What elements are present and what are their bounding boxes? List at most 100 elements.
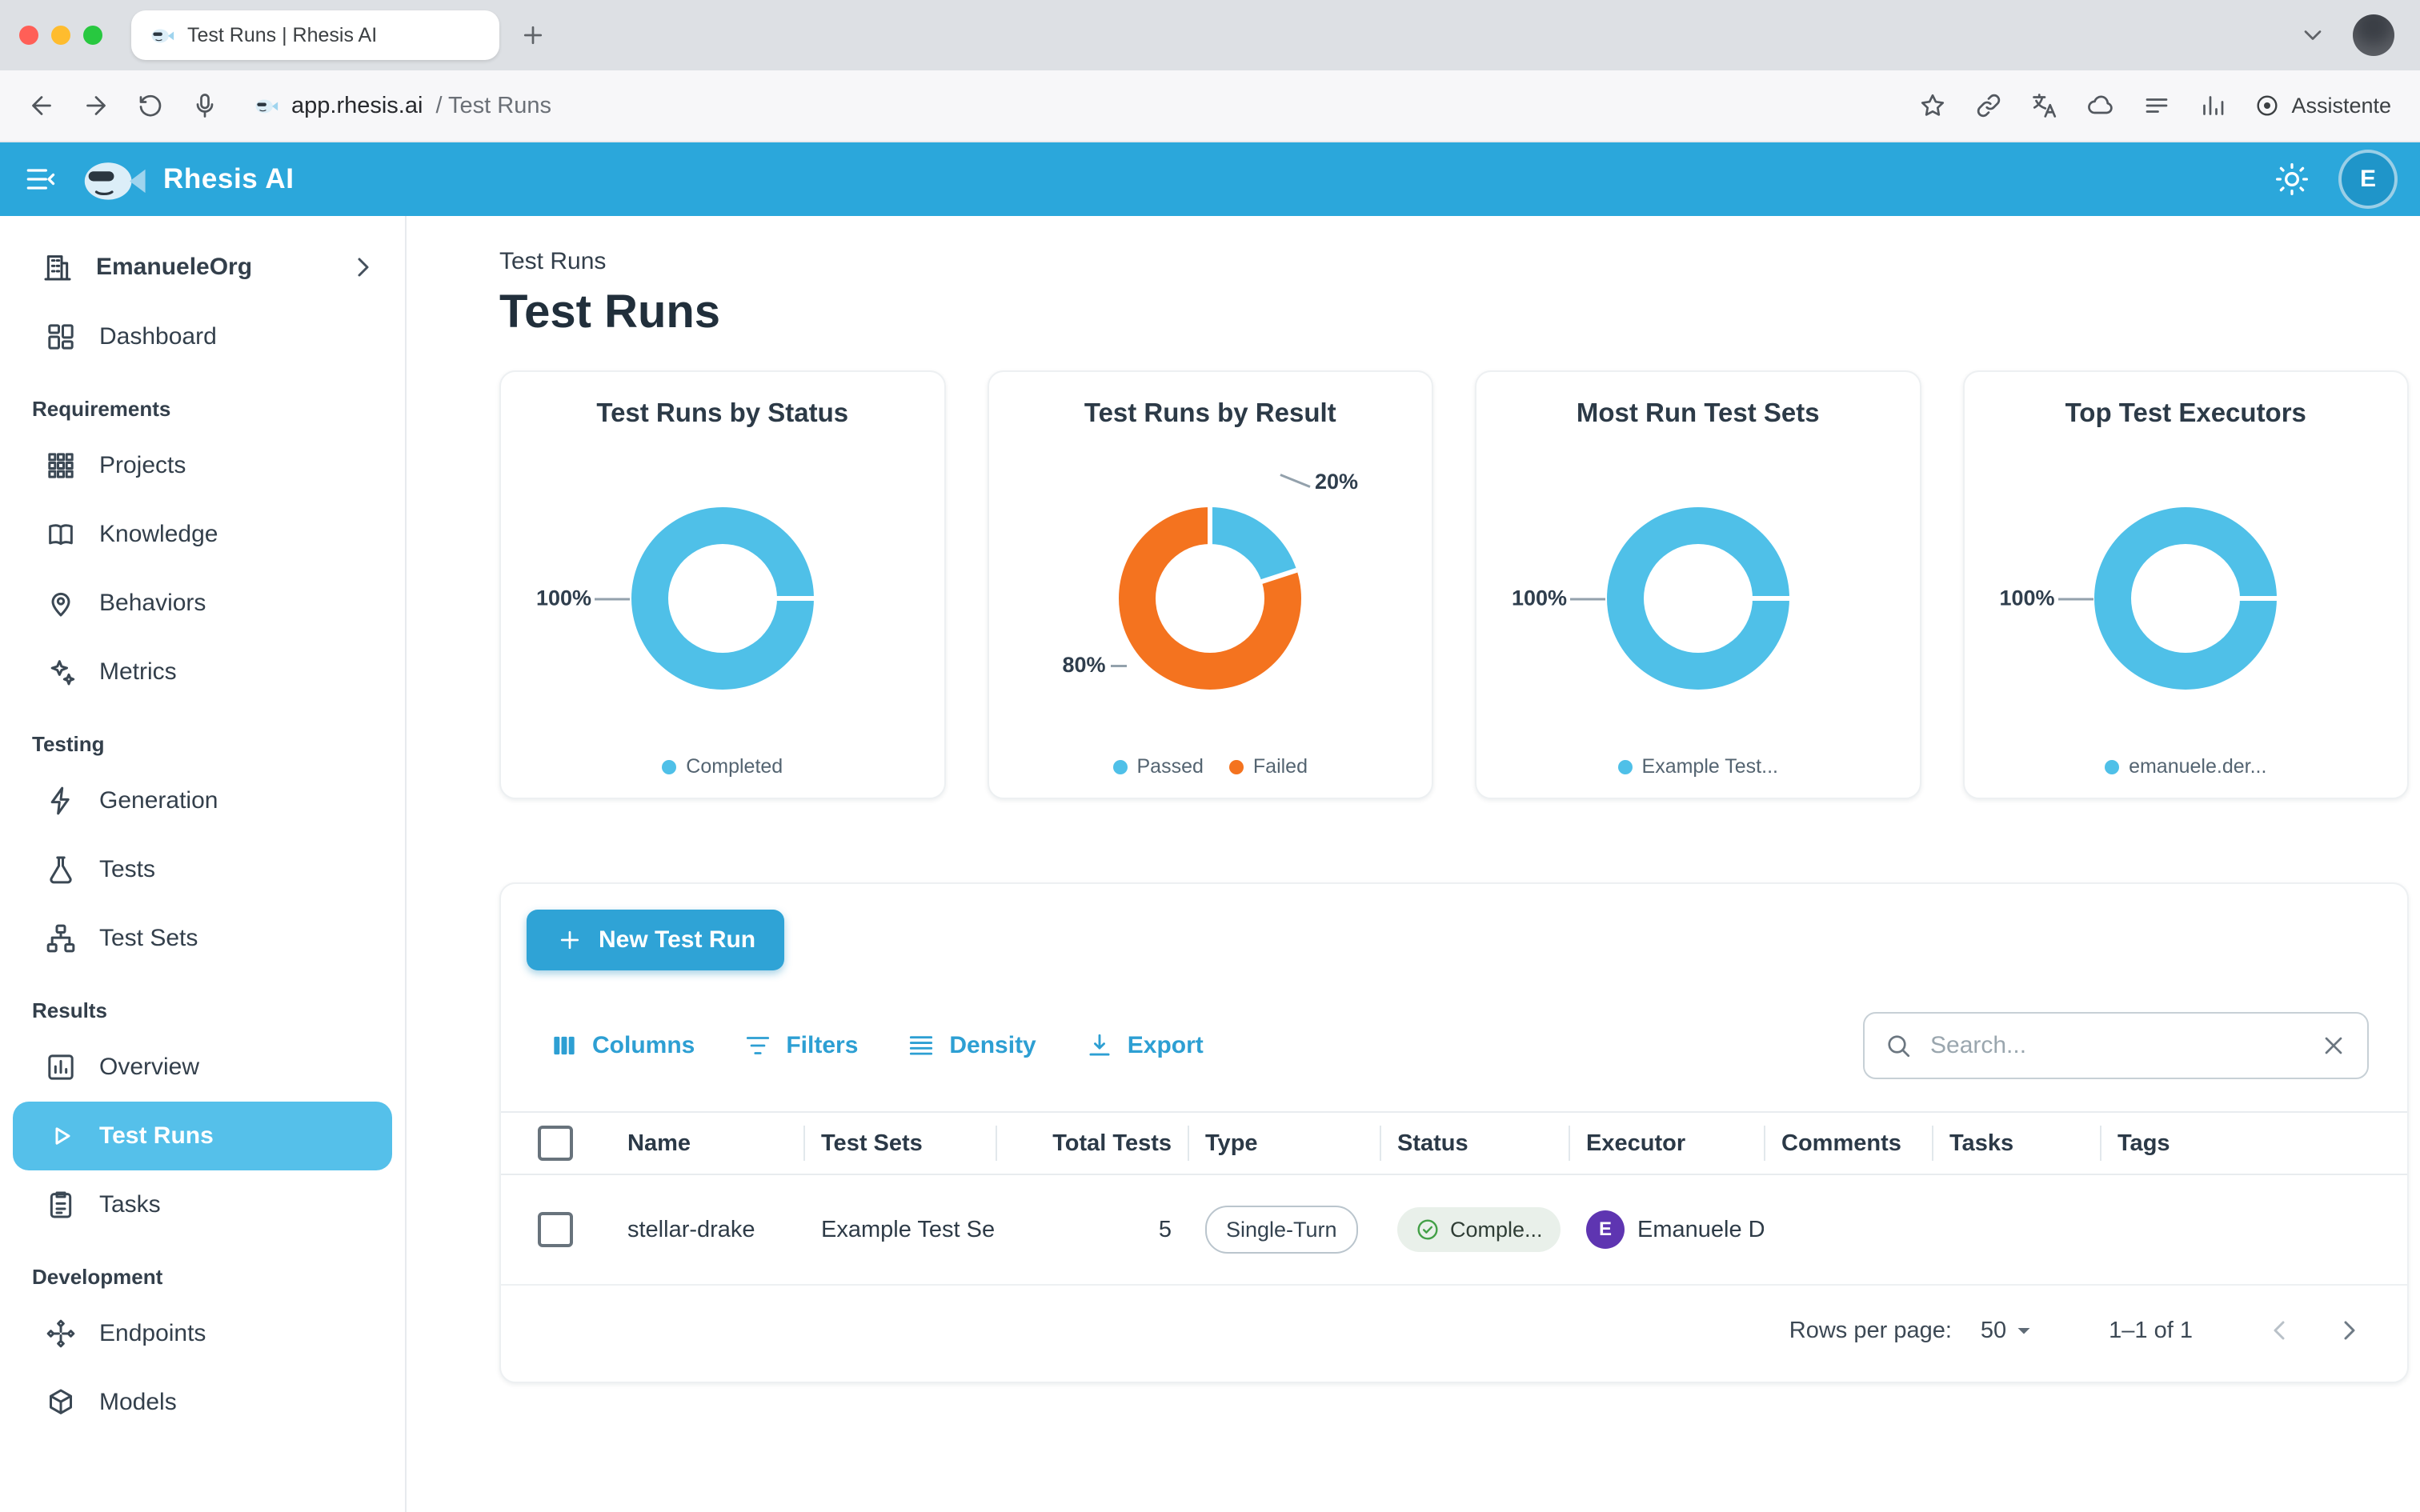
share-link-icon[interactable]: [1974, 91, 2003, 120]
row-checkbox[interactable]: [538, 1212, 573, 1247]
search-box: [1863, 1012, 2369, 1079]
legend-dot: [1617, 759, 1633, 774]
chart-cards: Test Runs by Status 100% Completed Test Run…: [499, 370, 2409, 799]
column-header-comments[interactable]: Comments: [1764, 1113, 1932, 1174]
legend-item: Failed: [1228, 755, 1308, 778]
knowledge-icon: [45, 518, 77, 550]
status-chip[interactable]: Comple...: [1397, 1207, 1561, 1252]
legend-dot: [1112, 759, 1128, 774]
sidebar-item-label: Behaviors: [99, 590, 206, 616]
sidebar-section-label: Development: [32, 1265, 163, 1289]
site-favicon-icon: [253, 93, 278, 118]
chart-title: Test Runs by Result: [1084, 398, 1336, 427]
clear-search-button[interactable]: [2319, 1031, 2348, 1060]
sidebar-item-test-runs[interactable]: Test Runs: [13, 1102, 392, 1170]
column-header-name[interactable]: Name: [627, 1130, 691, 1156]
donut-chart: [631, 506, 814, 690]
next-page-button[interactable]: [2327, 1308, 2372, 1353]
column-header-test-sets[interactable]: Test Sets: [803, 1113, 996, 1174]
sidebar-item-projects[interactable]: Projects: [0, 431, 405, 500]
new-test-run-label: New Test Run: [599, 926, 756, 953]
new-test-run-button[interactable]: New Test Run: [527, 910, 785, 970]
forward-button[interactable]: [82, 91, 110, 120]
tab-search-button[interactable]: [2298, 21, 2327, 50]
executor-name: Emanuele D: [1637, 1216, 1764, 1242]
sidebar-item-models[interactable]: Models: [0, 1368, 405, 1437]
translate-icon[interactable]: [2030, 91, 2059, 120]
assistant-icon: [2254, 93, 2280, 118]
browser-profile-avatar[interactable]: [2353, 14, 2394, 56]
column-header-tasks[interactable]: Tasks: [1932, 1113, 2100, 1174]
column-header-executor[interactable]: Executor: [1569, 1113, 1764, 1174]
bookmark-icon[interactable]: [1918, 91, 1947, 120]
legend-item: Passed: [1112, 755, 1204, 778]
search-input[interactable]: [1927, 1030, 2305, 1061]
table-header-row: Name Test Sets Total Tests Type Status E…: [501, 1111, 2407, 1175]
theme-toggle-button[interactable]: [2274, 162, 2310, 197]
new-tab-button[interactable]: [519, 21, 547, 50]
type-chip[interactable]: Single-Turn: [1205, 1206, 1358, 1254]
endpoints-icon: [45, 1318, 77, 1350]
select-all-checkbox[interactable]: [538, 1126, 573, 1161]
sidebar-item-label: Knowledge: [99, 521, 218, 547]
chart-legend: emanuele.der...: [1965, 755, 2408, 778]
sidebar-item-test-sets[interactable]: Test Sets: [0, 904, 405, 973]
sidebar-section-label: Requirements: [32, 397, 171, 421]
filters-button[interactable]: Filters: [743, 1030, 858, 1061]
legend-dot: [662, 759, 677, 774]
table-row[interactable]: stellar-drake Example Test Se 5 Single-T…: [501, 1175, 2407, 1286]
reading-list-icon[interactable]: [2142, 91, 2171, 120]
columns-button[interactable]: Columns: [549, 1030, 695, 1061]
donut-chart: [2094, 506, 2278, 690]
back-button[interactable]: [27, 91, 56, 120]
density-button[interactable]: Density: [906, 1030, 1036, 1061]
executor-avatar: E: [1586, 1210, 1625, 1249]
sidebar-item-dashboard[interactable]: Dashboard: [0, 302, 405, 371]
sidebar-item-tasks[interactable]: Tasks: [0, 1170, 405, 1239]
sidebar-item-overview[interactable]: Overview: [0, 1033, 405, 1102]
tab-title: Test Runs | Rhesis AI: [187, 23, 378, 46]
assistant-button[interactable]: Assistente: [2254, 93, 2391, 118]
dashboard-icon: [45, 321, 77, 353]
org-selector[interactable]: EmanueleOrg: [0, 232, 405, 302]
pagination-range: 1–1 of 1: [2109, 1317, 2193, 1343]
cell-executor: E Emanuele D: [1569, 1210, 1764, 1249]
address-bar[interactable]: app.rhesis.ai / Test Runs: [253, 93, 551, 119]
org-icon: [42, 251, 74, 283]
column-header-total-tests[interactable]: Total Tests: [996, 1113, 1188, 1174]
browser-tab[interactable]: Test Runs | Rhesis AI: [131, 10, 499, 60]
models-icon: [45, 1386, 77, 1418]
chevron-left-icon: [2263, 1314, 2295, 1346]
window-minimize-button[interactable]: [51, 26, 70, 45]
sidebar-item-metrics[interactable]: Metrics: [0, 638, 405, 706]
app-logo-icon: [77, 154, 147, 205]
sidebar-item-tests[interactable]: Tests: [0, 835, 405, 904]
cell-total-tests: 5: [1158, 1216, 1172, 1242]
chart-title: Top Test Executors: [2065, 398, 2306, 427]
cell-test-sets: Example Test Se: [821, 1216, 996, 1242]
export-button[interactable]: Export: [1084, 1030, 1204, 1061]
cloud-icon[interactable]: [2086, 91, 2115, 120]
tests-icon: [45, 854, 77, 886]
sidebar-item-label: Dashboard: [99, 323, 217, 350]
mic-button[interactable]: [190, 91, 219, 120]
column-header-type[interactable]: Type: [1188, 1113, 1380, 1174]
sidebar-item-generation[interactable]: Generation: [0, 766, 405, 835]
sidebar-item-behaviors[interactable]: Behaviors: [0, 569, 405, 638]
sidebar-item-endpoints[interactable]: Endpoints: [0, 1299, 405, 1368]
stats-icon[interactable]: [2198, 91, 2227, 120]
sidebar-item-knowledge[interactable]: Knowledge: [0, 500, 405, 569]
test-runs-table-card: New Test Run Columns Filters Density: [499, 882, 2409, 1383]
column-header-status[interactable]: Status: [1380, 1113, 1569, 1174]
window-close-button[interactable]: [19, 26, 38, 45]
previous-page-button[interactable]: [2257, 1308, 2302, 1353]
rows-per-page-select[interactable]: 50: [1981, 1316, 2038, 1345]
legend-label: Failed: [1252, 755, 1308, 778]
window-zoom-button[interactable]: [83, 26, 102, 45]
chart-card: Most Run Test Sets 100% Example Test...: [1475, 370, 1921, 799]
sidebar-toggle-button[interactable]: [22, 162, 58, 197]
user-avatar[interactable]: E: [2338, 150, 2398, 209]
rows-per-page-label: Rows per page:: [1789, 1317, 1952, 1343]
column-header-tags[interactable]: Tags: [2100, 1113, 2407, 1174]
reload-button[interactable]: [136, 91, 165, 120]
